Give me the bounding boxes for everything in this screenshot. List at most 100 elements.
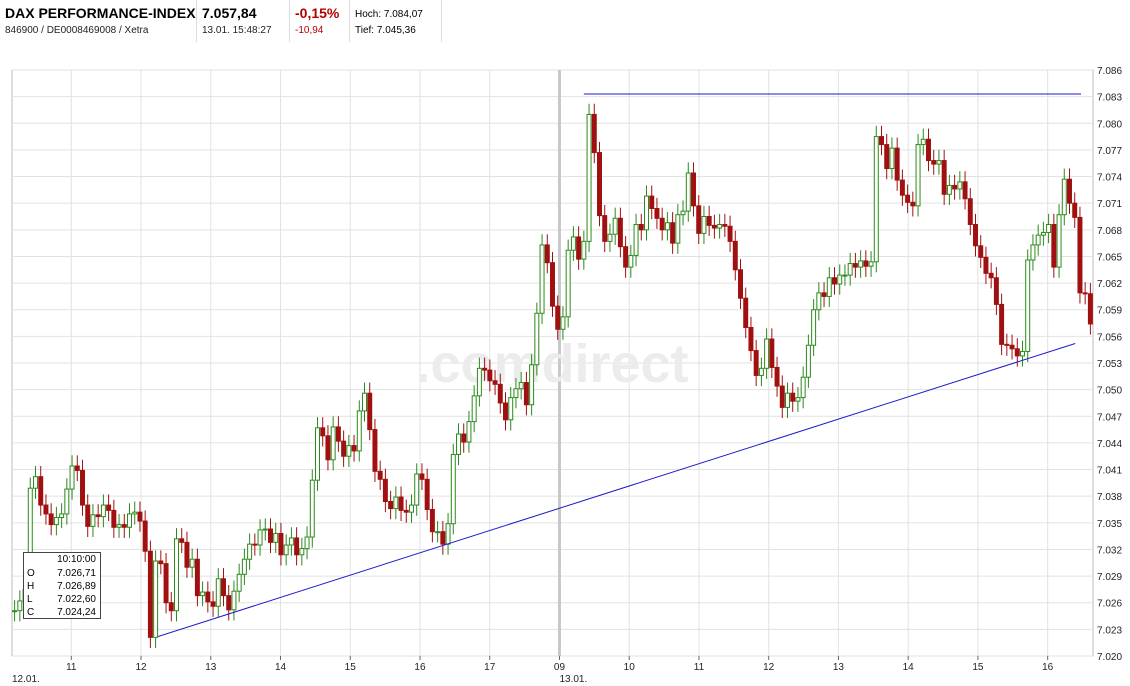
y-tick-label: 7.032 xyxy=(1097,545,1122,556)
candle xyxy=(1014,348,1020,357)
y-tick-label: 7.044 xyxy=(1097,439,1122,450)
candle xyxy=(790,392,796,402)
candle xyxy=(111,509,117,528)
candle xyxy=(967,198,973,225)
candle xyxy=(38,476,44,506)
candle xyxy=(722,223,728,227)
candle xyxy=(879,136,884,146)
candle xyxy=(85,504,91,527)
y-tick-label: 7.029 xyxy=(1097,572,1122,583)
candle xyxy=(487,369,493,382)
candle xyxy=(523,382,529,406)
candle xyxy=(941,160,947,195)
candle xyxy=(1056,214,1062,268)
candle xyxy=(576,236,582,260)
candle xyxy=(268,528,273,543)
candle xyxy=(377,470,383,480)
candle xyxy=(701,216,707,234)
candle xyxy=(727,225,733,242)
candle xyxy=(174,538,179,612)
candle xyxy=(95,514,101,518)
support-trendline xyxy=(158,342,1076,637)
candle xyxy=(957,181,963,190)
candle xyxy=(915,144,921,207)
candle xyxy=(905,194,911,203)
candle xyxy=(842,274,848,277)
candle xyxy=(320,427,326,437)
candle xyxy=(440,531,446,545)
candle xyxy=(283,544,289,556)
candle xyxy=(43,504,49,515)
candle xyxy=(513,388,519,399)
candle xyxy=(393,496,399,510)
candle xyxy=(508,397,514,421)
candle xyxy=(12,610,18,613)
candle xyxy=(847,263,853,276)
candle xyxy=(931,160,937,165)
candle xyxy=(168,602,174,612)
candle xyxy=(680,210,686,216)
y-tick-label: 7.023 xyxy=(1097,625,1122,636)
watermark: .comdirect xyxy=(415,334,688,394)
candle xyxy=(304,536,310,550)
candle xyxy=(1082,292,1088,295)
candle xyxy=(59,513,65,518)
last-price: 7.057,84 xyxy=(202,5,257,21)
candle xyxy=(241,558,247,575)
candle xyxy=(273,532,279,543)
candle xyxy=(456,433,461,455)
day-high: Hoch: 7.084,07 xyxy=(355,9,423,20)
candle xyxy=(534,312,540,366)
candle xyxy=(335,426,341,442)
title-cell: DAX PERFORMANCE-INDEX 846900 / DE0008469… xyxy=(0,0,197,42)
candle xyxy=(732,240,738,271)
candle xyxy=(147,550,153,638)
candle xyxy=(711,224,717,229)
candle xyxy=(764,338,770,369)
candle xyxy=(419,473,425,480)
candle xyxy=(664,222,670,231)
candle xyxy=(262,528,268,531)
candle xyxy=(398,496,404,511)
candle xyxy=(278,532,284,556)
candle xyxy=(539,244,545,314)
candle xyxy=(696,205,702,234)
price-cell: 7.057,84 13.01. 15:48:27 xyxy=(197,0,290,42)
candle xyxy=(1020,350,1025,357)
tooltip-low-value: 7.022,60 xyxy=(57,594,96,605)
candle xyxy=(826,277,832,297)
candle xyxy=(179,538,185,543)
candle xyxy=(659,217,665,231)
candle xyxy=(409,504,414,513)
y-tick-label: 7.083 xyxy=(1097,93,1122,104)
candle xyxy=(106,504,112,511)
x-tick-label: 11 xyxy=(66,662,77,673)
candle xyxy=(670,222,676,244)
y-tick-label: 7.065 xyxy=(1097,252,1122,263)
candle xyxy=(33,476,38,489)
candle xyxy=(852,263,858,268)
x-tick-label: 13 xyxy=(205,662,217,673)
candle xyxy=(48,513,54,526)
candle xyxy=(482,367,488,371)
y-tick-label: 7.068 xyxy=(1097,226,1122,237)
candle xyxy=(973,223,978,247)
candle xyxy=(894,147,900,181)
y-tick-label: 7.053 xyxy=(1097,359,1122,370)
candle xyxy=(497,383,503,404)
candle xyxy=(330,426,336,461)
candle xyxy=(1051,223,1057,268)
x-tick-label: 10 xyxy=(624,662,636,673)
candle xyxy=(252,543,258,546)
candle xyxy=(873,136,879,263)
candle xyxy=(1040,231,1046,236)
x-tick-label: 12 xyxy=(135,662,147,673)
candle xyxy=(602,215,608,242)
candle xyxy=(685,172,691,212)
candle xyxy=(184,541,190,568)
candle xyxy=(210,601,216,607)
candle xyxy=(346,445,352,457)
tooltip-high-value: 7.026,89 xyxy=(57,581,96,592)
candlestick-chart[interactable]: .comdirect 7.086 7.083 7.080 7.077 7.074 7.07… xyxy=(0,42,1130,686)
tooltip-open-label: O xyxy=(27,568,35,579)
